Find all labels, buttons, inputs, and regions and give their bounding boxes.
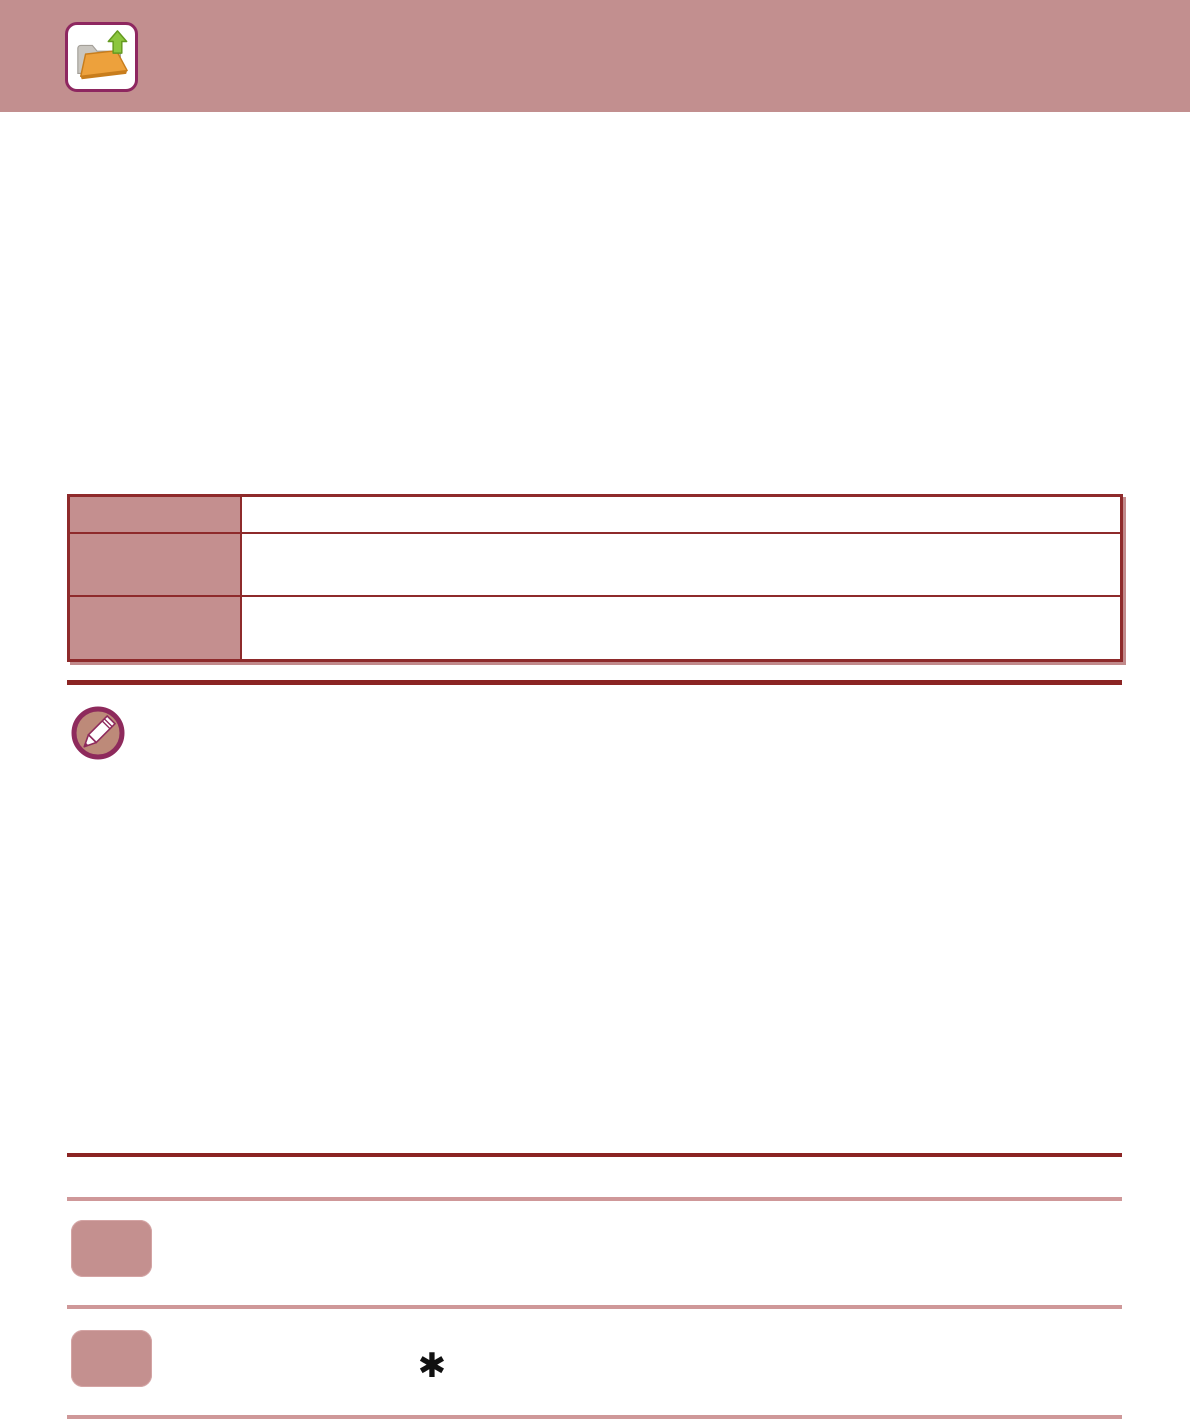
row-header-cell — [70, 534, 242, 595]
page-bottom-rule — [67, 1415, 1122, 1419]
step-separator-rule — [67, 1305, 1122, 1309]
footnote-asterisk: ✱ — [417, 1346, 447, 1386]
document-filing-icon-tile — [65, 22, 138, 92]
row-body-cell — [242, 534, 1120, 595]
spec-table — [67, 494, 1123, 662]
section-divider-rule — [67, 1153, 1122, 1157]
row-body-cell — [242, 497, 1120, 532]
open-folder-upload-icon — [76, 30, 128, 80]
table-row — [70, 597, 1120, 659]
row-body-cell — [242, 597, 1120, 659]
pencil-note-icon — [71, 706, 125, 760]
chapter-banner — [0, 0, 1190, 112]
table-row — [70, 497, 1120, 534]
table-row — [70, 534, 1120, 597]
table-bottom-rule — [67, 680, 1122, 685]
row-header-cell — [70, 597, 242, 659]
step-separator-rule — [67, 1197, 1122, 1201]
step-1-badge — [71, 1220, 152, 1277]
note-block — [70, 705, 126, 761]
row-header-cell — [70, 497, 242, 532]
step-2-badge — [71, 1330, 152, 1387]
